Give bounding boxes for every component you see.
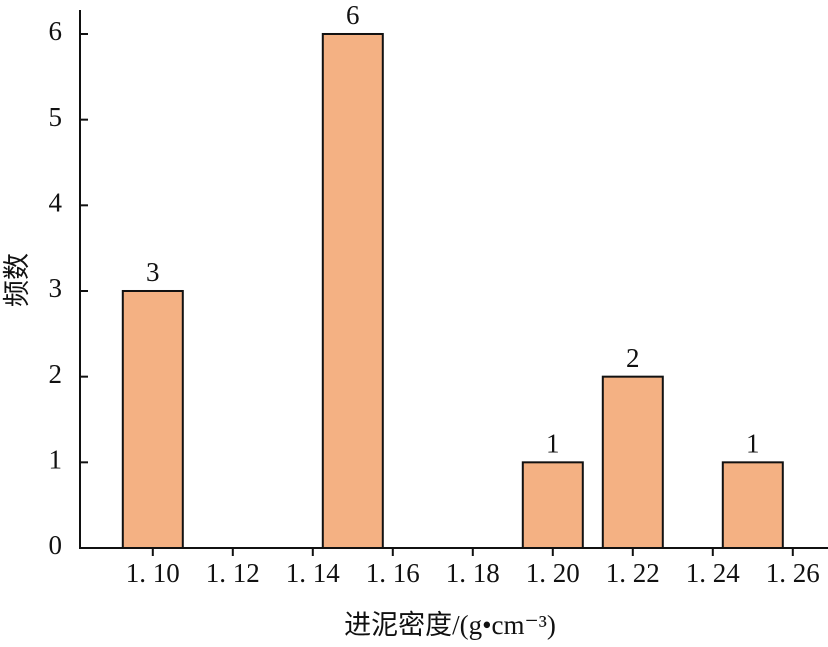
y-tick-label: 0 (49, 530, 63, 560)
bar (601, 375, 664, 549)
x-tick-label: 1. 20 (526, 558, 580, 588)
x-tick-label: 1. 24 (686, 558, 741, 588)
y-tick-label: 3 (49, 273, 63, 303)
y-tick-label: 6 (49, 16, 63, 46)
y-tick-label: 2 (49, 359, 63, 389)
value-label: 3 (146, 257, 160, 287)
value-label: 1 (746, 429, 760, 459)
value-label: 6 (346, 0, 360, 30)
y-tick-label: 4 (49, 188, 63, 218)
value-label: 1 (546, 429, 560, 459)
bar (721, 461, 784, 549)
x-tick-label: 1. 14 (286, 558, 341, 588)
x-tick-label: 1. 16 (366, 558, 420, 588)
y-tick-label: 5 (49, 102, 63, 132)
y-axis-title: 频数 (2, 253, 32, 307)
value-label: 2 (626, 343, 640, 373)
bar (521, 461, 584, 549)
x-axis-title: 进泥密度/(g•cm⁻³) (344, 610, 556, 640)
x-tick-label: 1. 18 (446, 558, 500, 588)
x-tick-label: 1. 10 (126, 558, 180, 588)
y-tick-label: 1 (49, 445, 63, 475)
x-tick-label: 1. 12 (206, 558, 260, 588)
bar (121, 289, 184, 549)
x-tick-label: 1. 26 (766, 558, 820, 588)
x-tick-label: 1. 22 (606, 558, 660, 588)
bar (321, 32, 384, 550)
